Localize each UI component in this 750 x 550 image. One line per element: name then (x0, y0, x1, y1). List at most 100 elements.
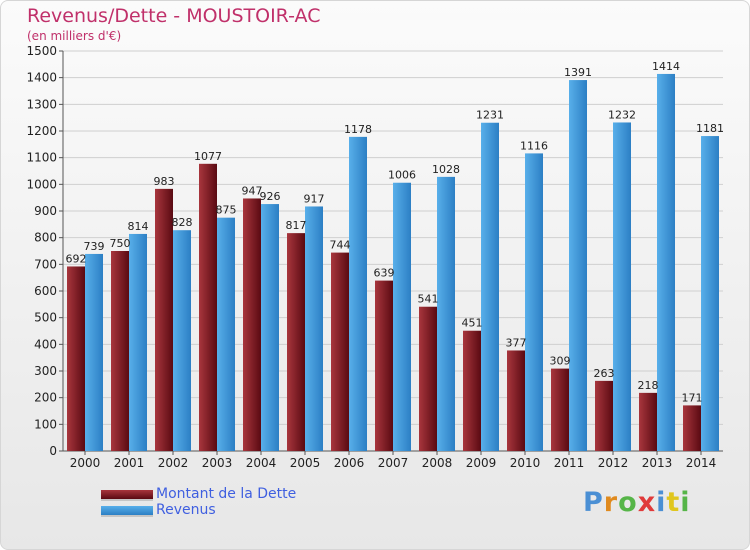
x-tick-label: 2005 (290, 456, 321, 470)
bar-dette (199, 163, 217, 452)
data-label-revenus: 1116 (520, 139, 548, 152)
x-tick-label: 2010 (510, 456, 541, 470)
bar-dette (463, 330, 481, 451)
y-tick-label: 400 (34, 337, 57, 351)
bar-dette (155, 188, 173, 451)
bar-dette (331, 252, 349, 451)
x-tick-label: 2000 (70, 456, 101, 470)
bar-revenus (85, 253, 103, 451)
data-label-dette: 692 (66, 252, 87, 265)
bar-revenus (657, 73, 675, 451)
data-label-revenus: 1414 (652, 60, 680, 73)
y-tick-label: 200 (34, 391, 57, 405)
data-label-revenus: 828 (172, 216, 193, 229)
data-label-revenus: 739 (84, 240, 105, 253)
bar-revenus (437, 176, 455, 451)
bar-revenus (569, 80, 587, 452)
x-tick-label: 2011 (554, 456, 585, 470)
data-label-revenus: 1181 (696, 122, 724, 135)
y-tick-label: 600 (34, 284, 57, 298)
bar-dette (551, 368, 569, 451)
y-tick-label: 1100 (26, 151, 57, 165)
data-label-revenus: 1028 (432, 163, 460, 176)
logo-letter: P (583, 487, 604, 518)
chart-subtitle: (en milliers d'€) (27, 29, 122, 43)
bar-revenus (525, 153, 543, 451)
bar-dette (287, 233, 305, 451)
logo-letter: o (618, 487, 638, 518)
bar-dette (595, 380, 613, 451)
data-label-dette: 377 (506, 336, 527, 349)
bar-revenus (305, 206, 323, 451)
x-tick-label: 2009 (466, 456, 497, 470)
x-tick-label: 2007 (378, 456, 409, 470)
legend-swatch-dette (101, 490, 153, 499)
y-tick-label: 1400 (26, 71, 57, 85)
data-label-revenus: 926 (260, 190, 281, 203)
proxiti-logo: Proxiti (583, 487, 691, 518)
x-tick-label: 2013 (642, 456, 673, 470)
data-label-revenus: 814 (128, 220, 149, 233)
bar-dette (419, 306, 437, 451)
data-label-dette: 744 (330, 239, 351, 252)
y-tick-label: 1300 (26, 97, 57, 111)
x-tick-label: 2008 (422, 456, 453, 470)
y-tick-label: 0 (49, 444, 57, 458)
logo-letter: i (680, 487, 691, 518)
bar-revenus (481, 122, 499, 451)
data-label-dette: 309 (550, 355, 571, 368)
x-tick-label: 2012 (598, 456, 629, 470)
logo-letter: i (656, 487, 667, 518)
data-label-revenus: 1391 (564, 66, 592, 79)
chart-title: Revenus/Dette - MOUSTOIR-AC (27, 5, 321, 27)
data-label-dette: 171 (682, 391, 703, 404)
data-label-dette: 218 (638, 379, 659, 392)
x-tick-label: 2004 (246, 456, 277, 470)
data-label-dette: 451 (462, 317, 483, 330)
y-tick-label: 1200 (26, 124, 57, 138)
bar-revenus (393, 182, 411, 451)
y-tick-label: 1000 (26, 177, 57, 191)
x-tick-label: 2014 (686, 456, 717, 470)
bar-revenus (613, 122, 631, 451)
data-label-revenus: 1231 (476, 109, 504, 122)
x-tick-label: 2003 (202, 456, 233, 470)
bar-dette (111, 251, 129, 451)
logo-letter: t (666, 487, 681, 518)
legend-label-revenus: Revenus (156, 502, 216, 518)
logo-letter: x (637, 487, 657, 518)
bar-revenus (217, 217, 235, 451)
data-label-dette: 541 (418, 293, 439, 306)
x-tick-label: 2001 (114, 456, 145, 470)
data-label-dette: 983 (154, 175, 175, 188)
bar-dette (243, 198, 261, 451)
bar-revenus (701, 136, 719, 452)
data-label-revenus: 917 (304, 192, 325, 205)
legend-swatch-revenus (101, 506, 153, 515)
y-tick-label: 700 (34, 257, 57, 271)
bar-dette (507, 350, 525, 451)
data-label-revenus: 1178 (344, 123, 372, 136)
bar-revenus (129, 233, 147, 451)
bar-dette (375, 280, 393, 451)
x-tick-label: 2002 (158, 456, 189, 470)
y-tick-label: 900 (34, 204, 57, 218)
data-label-dette: 947 (242, 184, 263, 197)
data-label-dette: 1077 (194, 150, 222, 163)
data-label-revenus: 1006 (388, 169, 416, 182)
x-tick-label: 2006 (334, 456, 365, 470)
bar-revenus (261, 204, 279, 451)
y-tick-label: 1500 (26, 44, 57, 58)
y-tick-label: 300 (34, 364, 57, 378)
bar-dette (67, 266, 85, 451)
data-label-revenus: 875 (216, 204, 237, 217)
bar-revenus (349, 136, 367, 451)
logo-letter: r (603, 487, 619, 518)
data-label-dette: 750 (110, 237, 131, 250)
bar-revenus (173, 230, 191, 451)
data-label-dette: 639 (374, 267, 395, 280)
data-label-revenus: 1232 (608, 108, 636, 121)
legend-label-dette: Montant de la Dette (156, 486, 297, 502)
